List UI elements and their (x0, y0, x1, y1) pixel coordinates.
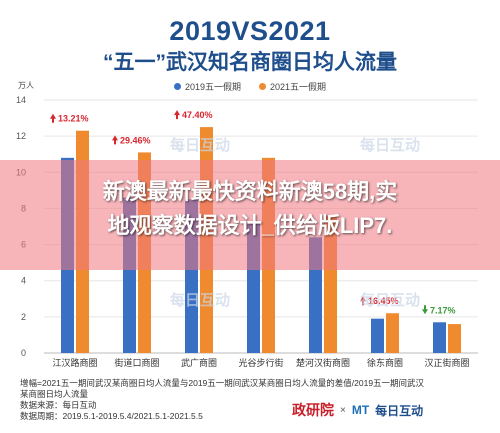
logo-separator: × (340, 404, 346, 416)
bar-2019 (433, 322, 446, 353)
arrow-down-icon (422, 305, 428, 315)
legend-swatch-2019 (173, 83, 181, 90)
x-tick-label: 徐东商圈 (367, 357, 403, 368)
arrow-up-icon (50, 113, 56, 123)
legend-swatch-2021 (259, 83, 266, 90)
overlay-text: 新澳最新最快资料新澳58期,实 地观察数据设计_供给版LIP7. (0, 175, 500, 243)
chart-title: 2019VS2021 (169, 16, 331, 46)
y-tick-label: 2 (21, 312, 26, 322)
watermark-text: 每日互动 (360, 291, 420, 309)
legend-label-2021: 2021五一假期 (270, 82, 327, 92)
x-tick-label: 光谷步行街 (238, 357, 283, 368)
x-tick-label: 楚河汉街商圈 (296, 357, 350, 368)
legend-item-2021: 2021五一假期 (259, 80, 326, 93)
footnote-line-1: 增幅=2021五一期间武汉某商圈日均人流量与2019五一期间武汉某商圈日均人流量… (20, 378, 425, 388)
logo-group: 政研院 × MT 每日互动 (292, 400, 423, 420)
y-tick-label: 12 (16, 131, 26, 141)
logo-meirihudong: 每日互动 (375, 403, 424, 418)
bar-2021 (386, 313, 399, 353)
footnote: 增幅=2021五一期间武汉某商圈日均人流量与2019五一期间武汉某商圈日均人流量… (20, 378, 490, 422)
logo-mt-icon: MT (351, 403, 370, 417)
y-tick-label: 0 (21, 348, 26, 358)
y-tick-label: 14 (16, 95, 26, 105)
y-tick-label: 4 (21, 276, 26, 286)
bar-2019 (371, 318, 384, 353)
legend-item-2019: 2019五一假期 (173, 80, 241, 93)
overlay-banner (0, 160, 500, 270)
logo-zhengyanyuan: 政研院 (292, 402, 334, 418)
chart-legend: 2019五一假期 2021五一假期 (0, 80, 500, 93)
data-label-growth: 47.40% (182, 110, 213, 120)
arrow-up-icon (174, 110, 180, 120)
x-tick-label: 江汉路商圈 (52, 357, 97, 368)
data-label-growth: 16.45% (368, 296, 399, 306)
y-axis-unit: 万人 (18, 81, 34, 90)
bar-2021 (448, 324, 461, 353)
overlay-line-1: 新澳最新最快资料新澳58期,实 (102, 179, 398, 204)
x-tick-label: 汉正街商圈 (424, 357, 469, 368)
footnote-line-4: 数据周期：2019.5.1-2019.5.4/2021.5.1-2021.5.5 (20, 411, 203, 421)
chart-subtitle: “五一”武汉知名商圈日均人流量 (103, 51, 397, 74)
data-label-growth: 13.21% (58, 114, 89, 124)
x-tick-label: 武广商圈 (181, 357, 217, 368)
watermark-text: 每日互动 (360, 136, 420, 154)
data-label-growth: 29.46% (120, 135, 151, 145)
overlay-line-2: 地观察数据设计_供给版LIP7. (107, 213, 393, 238)
arrow-up-icon (112, 135, 118, 145)
watermark-text: 每日互动 (170, 136, 230, 154)
data-label-growth: 7.17% (430, 305, 456, 315)
footnote-line-2: 某商圈日均人流量 (20, 389, 89, 399)
arrow-up-icon (360, 296, 366, 306)
footnote-line-3: 数据来源：每日互动 (20, 400, 97, 410)
legend-label-2019: 2019五一假期 (184, 82, 241, 92)
watermark-text: 每日互动 (170, 291, 230, 309)
x-tick-label: 街道口商圈 (114, 357, 159, 368)
